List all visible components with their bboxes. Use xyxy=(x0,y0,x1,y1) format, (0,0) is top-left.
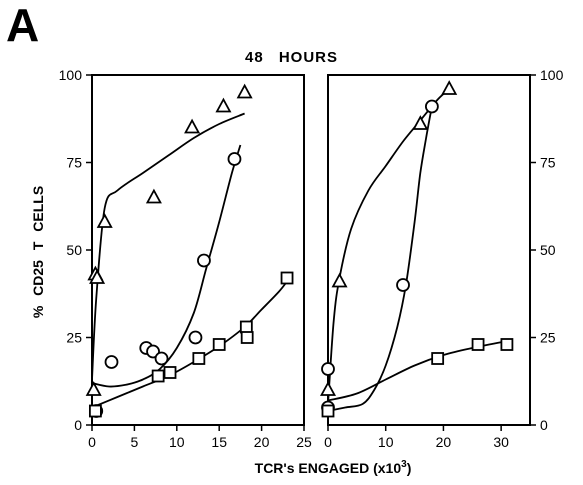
x-axis-label-main: TCR's ENGAGED (x10 xyxy=(255,460,402,476)
right-panel-triangle-point xyxy=(412,115,429,130)
right-panel-y-tick-label: 0 xyxy=(540,417,548,433)
right-panel-square-point xyxy=(471,338,485,351)
x-axis-label: TCR's ENGAGED (x103) xyxy=(255,459,412,476)
y-axis-label: % CD25 T CELLS xyxy=(30,186,46,318)
right-panel-square-point xyxy=(321,404,335,418)
left-panel-triangle-point xyxy=(96,213,113,228)
right-panel-square-point xyxy=(500,338,514,351)
left-panel-triangle-point xyxy=(184,118,201,134)
left-panel-square-point xyxy=(192,352,206,365)
left-panel-square-point xyxy=(151,369,165,383)
right-panel-circle-point xyxy=(321,362,335,376)
chart-title: 48 HOURS xyxy=(244,49,339,66)
right-panel-circle-point xyxy=(424,99,439,114)
left-panel-circle-point xyxy=(227,152,242,166)
right-panel-triangle-point xyxy=(441,80,458,95)
x-axis-label-close: ) xyxy=(407,460,412,476)
left-panel-triangle-point xyxy=(85,381,102,396)
left-panel-x-tick-label: 5 xyxy=(131,434,139,450)
right-panel-circle-point xyxy=(396,278,410,292)
left-panel-triangle-point xyxy=(215,97,232,113)
right-panel-triangle-point xyxy=(319,381,337,396)
left-panel-y-tick-label: 75 xyxy=(66,155,82,171)
panel-letter: A xyxy=(6,0,40,51)
right-panel-circle-fit-curve xyxy=(327,106,433,412)
right-panel-x-tick-label: 20 xyxy=(436,434,452,450)
left-panel-triangle-point xyxy=(145,188,162,204)
left-panel-circle-point xyxy=(197,253,211,268)
left-panel-square-point xyxy=(239,320,253,334)
left-panel-y-tick-label: 50 xyxy=(66,242,82,258)
right-panel-x-tick-label: 10 xyxy=(378,434,394,450)
right-panel-frame xyxy=(327,74,531,426)
left-panel-x-tick-label: 25 xyxy=(296,434,312,450)
left-panel-y-tick-label: 0 xyxy=(74,417,82,433)
left-panel-circle-point xyxy=(104,355,119,369)
right-panel-square-point xyxy=(431,352,445,365)
left-panel-square-point xyxy=(280,271,294,285)
left-panel-square-point xyxy=(240,331,254,344)
right-panel-triangle-point xyxy=(331,272,348,288)
right-panel-y-tick-label: 100 xyxy=(540,67,564,83)
right-panel-y-tick-label: 25 xyxy=(540,330,556,346)
left-panel-y-tick-label: 100 xyxy=(59,67,83,83)
left-panel-circle-fit-curve xyxy=(91,144,242,388)
left-panel-x-tick-label: 0 xyxy=(88,434,96,450)
plot-layer: 0 5 10 15 20 25 0 25 50 75 100 0 10 20 30 0 25 50 75 100 xyxy=(59,67,564,450)
right-panel-y-tick-label: 50 xyxy=(540,242,556,258)
right-panel-x-tick-label: 30 xyxy=(493,434,509,450)
left-panel-circle-point xyxy=(154,351,169,366)
left-panel-x-tick-label: 20 xyxy=(254,434,270,450)
left-panel-triangle-point xyxy=(236,83,253,99)
x-axis-label-sup: 3 xyxy=(401,459,407,470)
left-panel-frame xyxy=(91,74,305,426)
right-panel-y-tick-label: 75 xyxy=(540,155,556,171)
left-panel-circle-point xyxy=(188,330,203,345)
right-panel-x-tick-label: 0 xyxy=(324,434,332,450)
left-panel-y-tick-label: 25 xyxy=(66,330,82,346)
left-panel-square-point xyxy=(163,366,177,379)
left-panel-square-point xyxy=(212,338,226,351)
left-panel-square-fit-curve xyxy=(91,280,288,409)
left-panel-triangle-point xyxy=(89,269,106,284)
left-panel-square-point xyxy=(88,404,102,418)
left-panel-x-tick-label: 15 xyxy=(211,434,227,450)
left-panel-x-tick-label: 10 xyxy=(169,434,185,450)
